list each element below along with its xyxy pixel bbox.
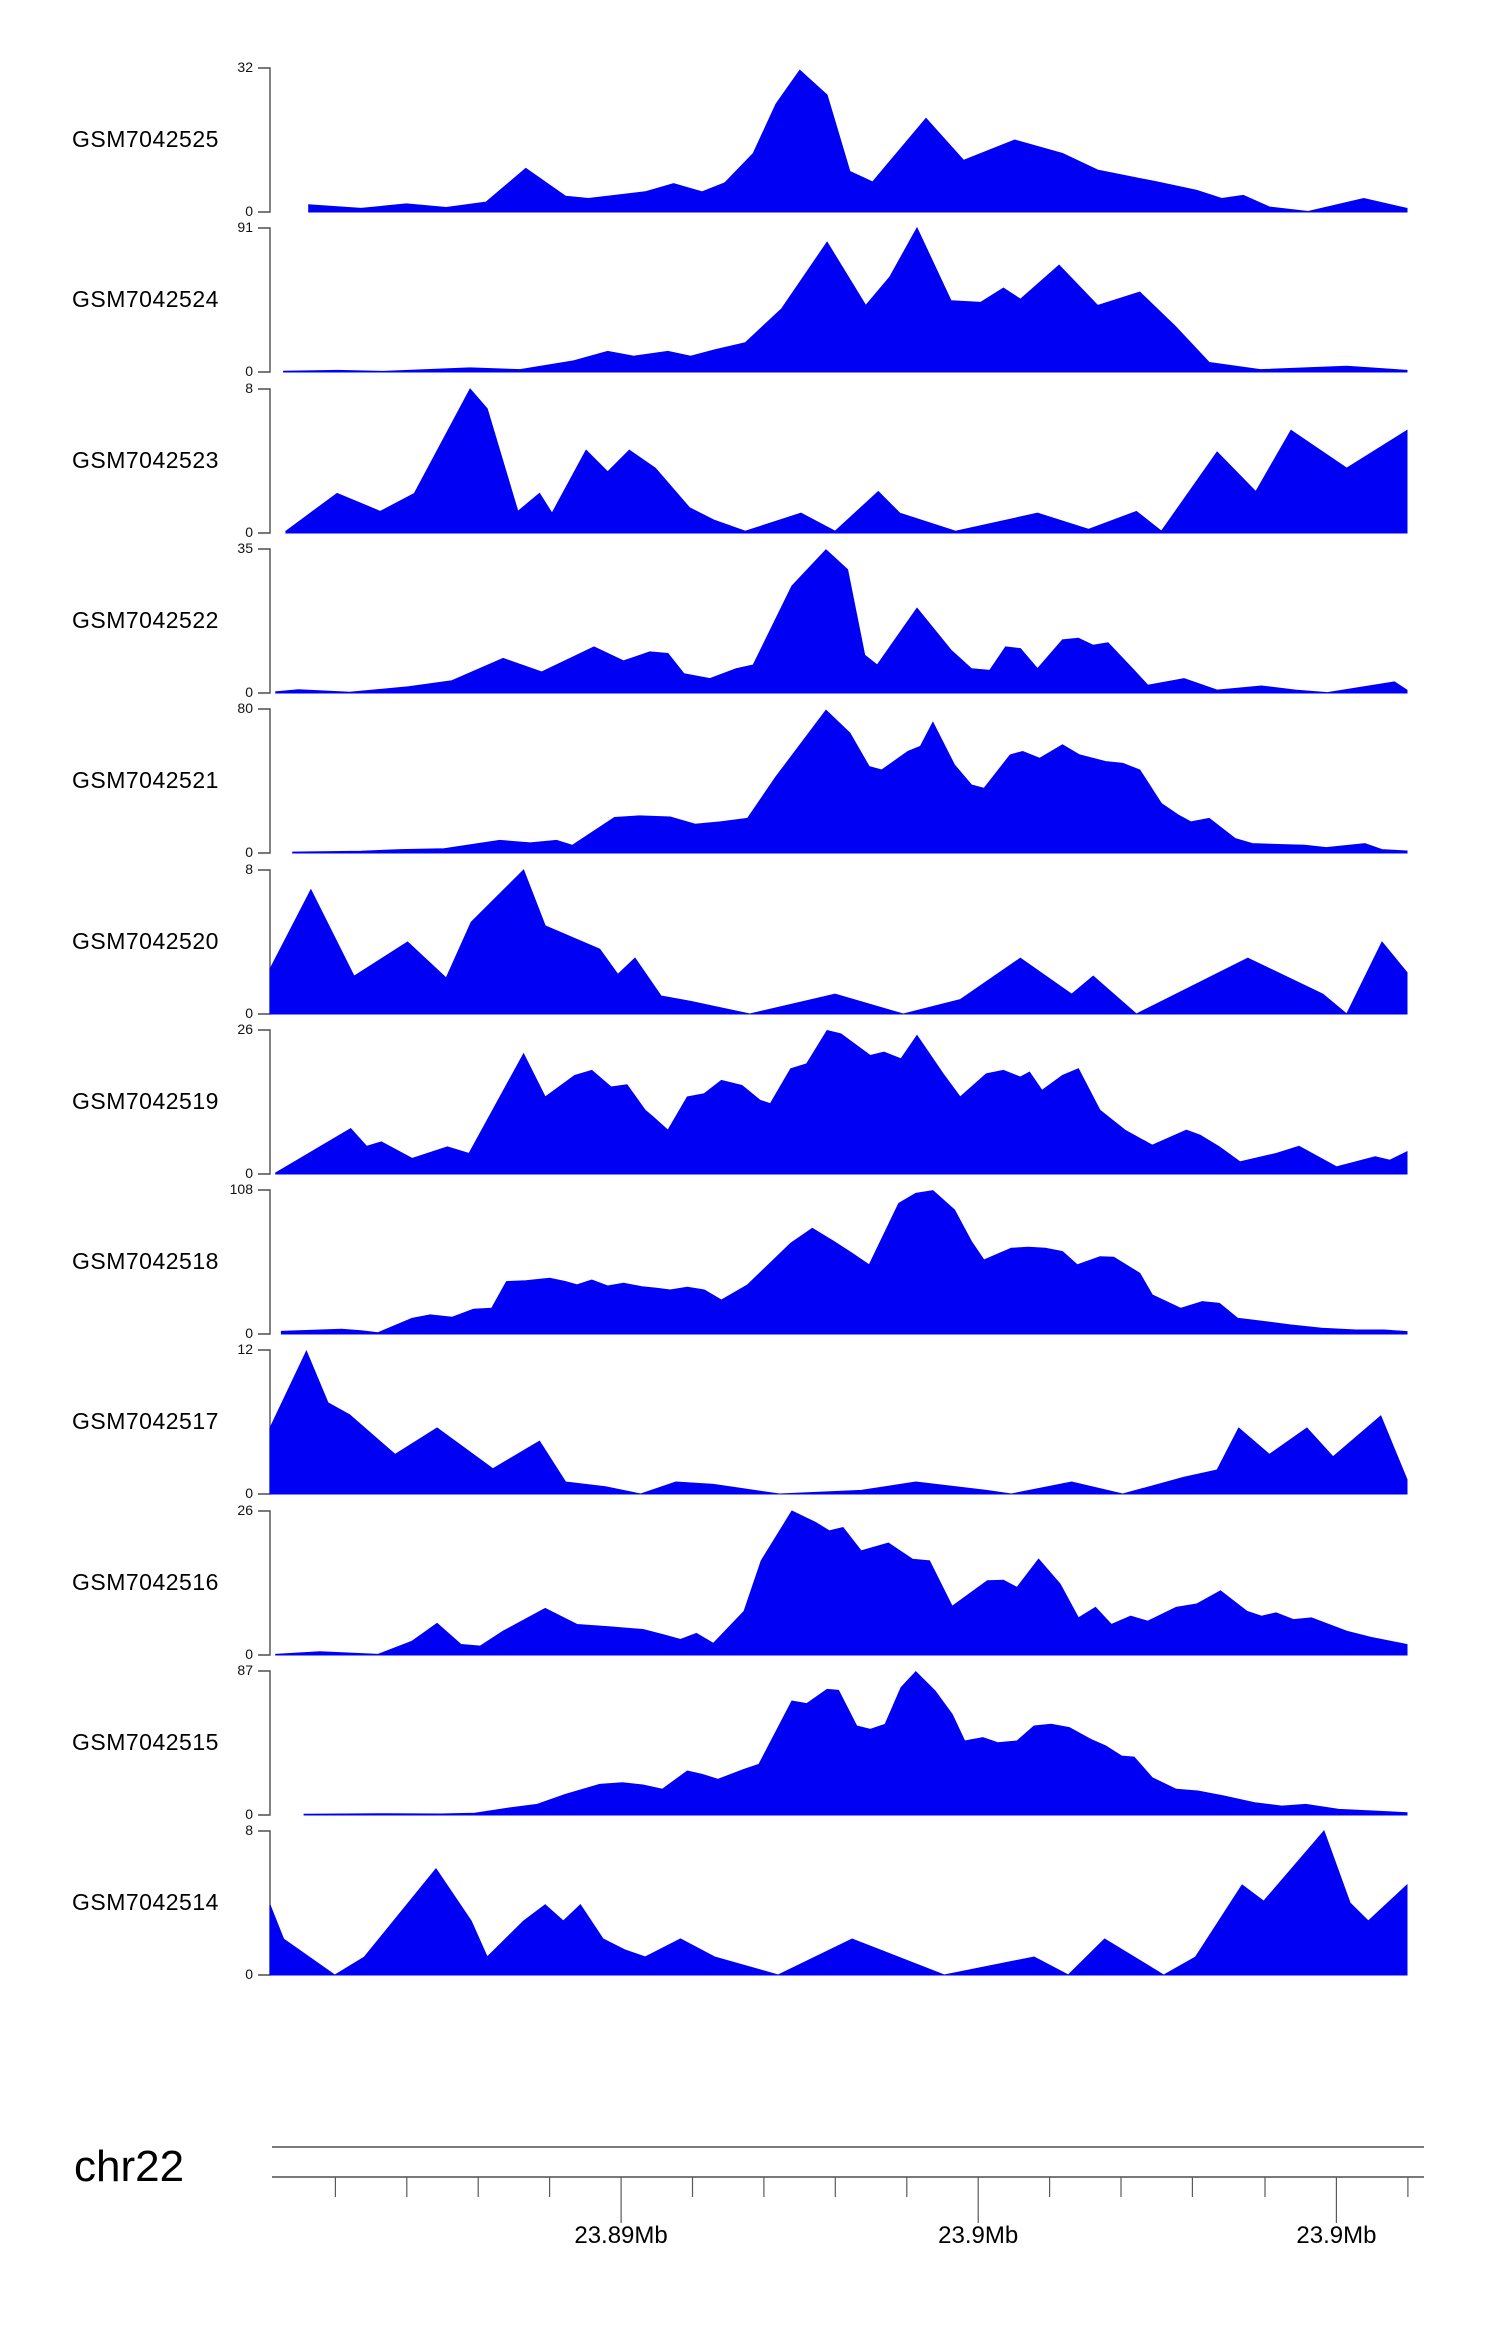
track-zero-label: 0 [245,844,253,860]
track-plot-svg [258,388,1408,534]
track-zero-label: 0 [245,363,253,379]
track-label: GSM7042520 [72,928,219,954]
track-plot-svg [258,1510,1408,1656]
ruler-tick-label: 23.89Mb [574,2222,668,2249]
track-plot-svg [258,1670,1408,1816]
track-label: GSM7042517 [72,1408,219,1434]
track-label: GSM7042524 [72,286,219,312]
track-label: GSM7042518 [72,1248,219,1274]
track-ymax-label: 26 [237,1021,253,1037]
track-ymax-label: 87 [237,1662,253,1678]
track-ymax-label: 8 [245,1822,253,1838]
track-row: GSM7042519 26 0 [0,1021,1500,1184]
genome-ruler [0,2130,1500,2260]
coverage-area [275,1030,1408,1175]
coverage-area [303,1670,1408,1816]
coverage-area [275,1510,1408,1656]
coverage-area [269,869,1408,1015]
track-row: GSM7042518 108 0 [0,1181,1500,1344]
track-zero-label: 0 [245,1485,253,1501]
coverage-area [275,549,1408,694]
track-zero-label: 0 [245,1005,253,1021]
track-row: GSM7042521 80 0 [0,700,1500,863]
track-row: GSM7042524 91 0 [0,219,1500,382]
track-plot-svg [258,1349,1408,1495]
track-label: GSM7042525 [72,126,219,152]
y-axis-bracket [258,1670,271,1816]
track-row: GSM7042514 8 0 [0,1822,1500,1985]
track-plot-svg [258,548,1408,694]
track-label: GSM7042514 [72,1889,219,1915]
y-axis-bracket [258,548,271,694]
y-axis-bracket [258,227,271,373]
track-label: GSM7042522 [72,607,219,633]
track-ymax-label: 108 [229,1181,253,1197]
y-axis-bracket [258,708,271,854]
track-label: GSM7042521 [72,767,219,793]
y-axis-bracket [258,1510,271,1656]
track-plot-svg [258,1830,1408,1976]
track-ymax-label: 26 [237,1502,253,1518]
track-ymax-label: 8 [245,380,253,396]
track-row: GSM7042515 87 0 [0,1662,1500,1825]
coverage-area [285,388,1408,534]
coverage-area [292,709,1408,854]
track-row: GSM7042523 8 0 [0,380,1500,543]
track-label: GSM7042515 [72,1729,219,1755]
track-label: GSM7042516 [72,1569,219,1595]
track-zero-label: 0 [245,1165,253,1181]
track-plot-svg [258,1189,1408,1335]
ruler-svg [272,2146,1424,2223]
track-zero-label: 0 [245,684,253,700]
y-axis-bracket [258,1029,271,1175]
y-axis-bracket [258,1830,271,1976]
y-axis-bracket [258,1189,271,1335]
track-zero-label: 0 [245,1646,253,1662]
track-zero-label: 0 [245,203,253,219]
ruler-tick-label: 23.9Mb [938,2222,1019,2249]
track-ymax-label: 32 [237,59,253,75]
track-zero-label: 0 [245,1325,253,1341]
coverage-area [280,1190,1408,1335]
coverage-area [283,226,1408,373]
track-ymax-label: 8 [245,861,253,877]
track-label: GSM7042519 [72,1088,219,1114]
track-row: GSM7042516 26 0 [0,1502,1500,1665]
track-ymax-label: 35 [237,540,253,556]
track-plot-svg [258,708,1408,854]
track-ymax-label: 80 [237,700,253,716]
track-row: GSM7042525 32 0 [0,59,1500,222]
track-plot-svg [258,869,1408,1015]
track-zero-label: 0 [245,1806,253,1822]
y-axis-bracket [258,869,271,1015]
coverage-area [269,1349,1408,1495]
track-zero-label: 0 [245,524,253,540]
ruler-tick-label: 23.9Mb [1296,2222,1377,2249]
track-label: GSM7042523 [72,447,219,473]
track-ymax-label: 12 [237,1341,253,1357]
track-row: GSM7042522 35 0 [0,540,1500,703]
track-plot-svg [258,1029,1408,1175]
y-axis-bracket [258,67,271,213]
y-axis-bracket [258,388,271,534]
track-zero-label: 0 [245,1966,253,1982]
track-plot-svg [258,226,1408,373]
coverage-area [269,1830,1408,1976]
chromosome-label: chr22 [74,2142,185,2191]
y-axis-bracket [258,1349,271,1495]
track-row: GSM7042517 12 0 [0,1341,1500,1504]
coverage-area [308,69,1408,213]
track-row: GSM7042520 8 0 [0,861,1500,1024]
track-ymax-label: 91 [237,219,253,235]
track-plot-svg [258,67,1408,213]
